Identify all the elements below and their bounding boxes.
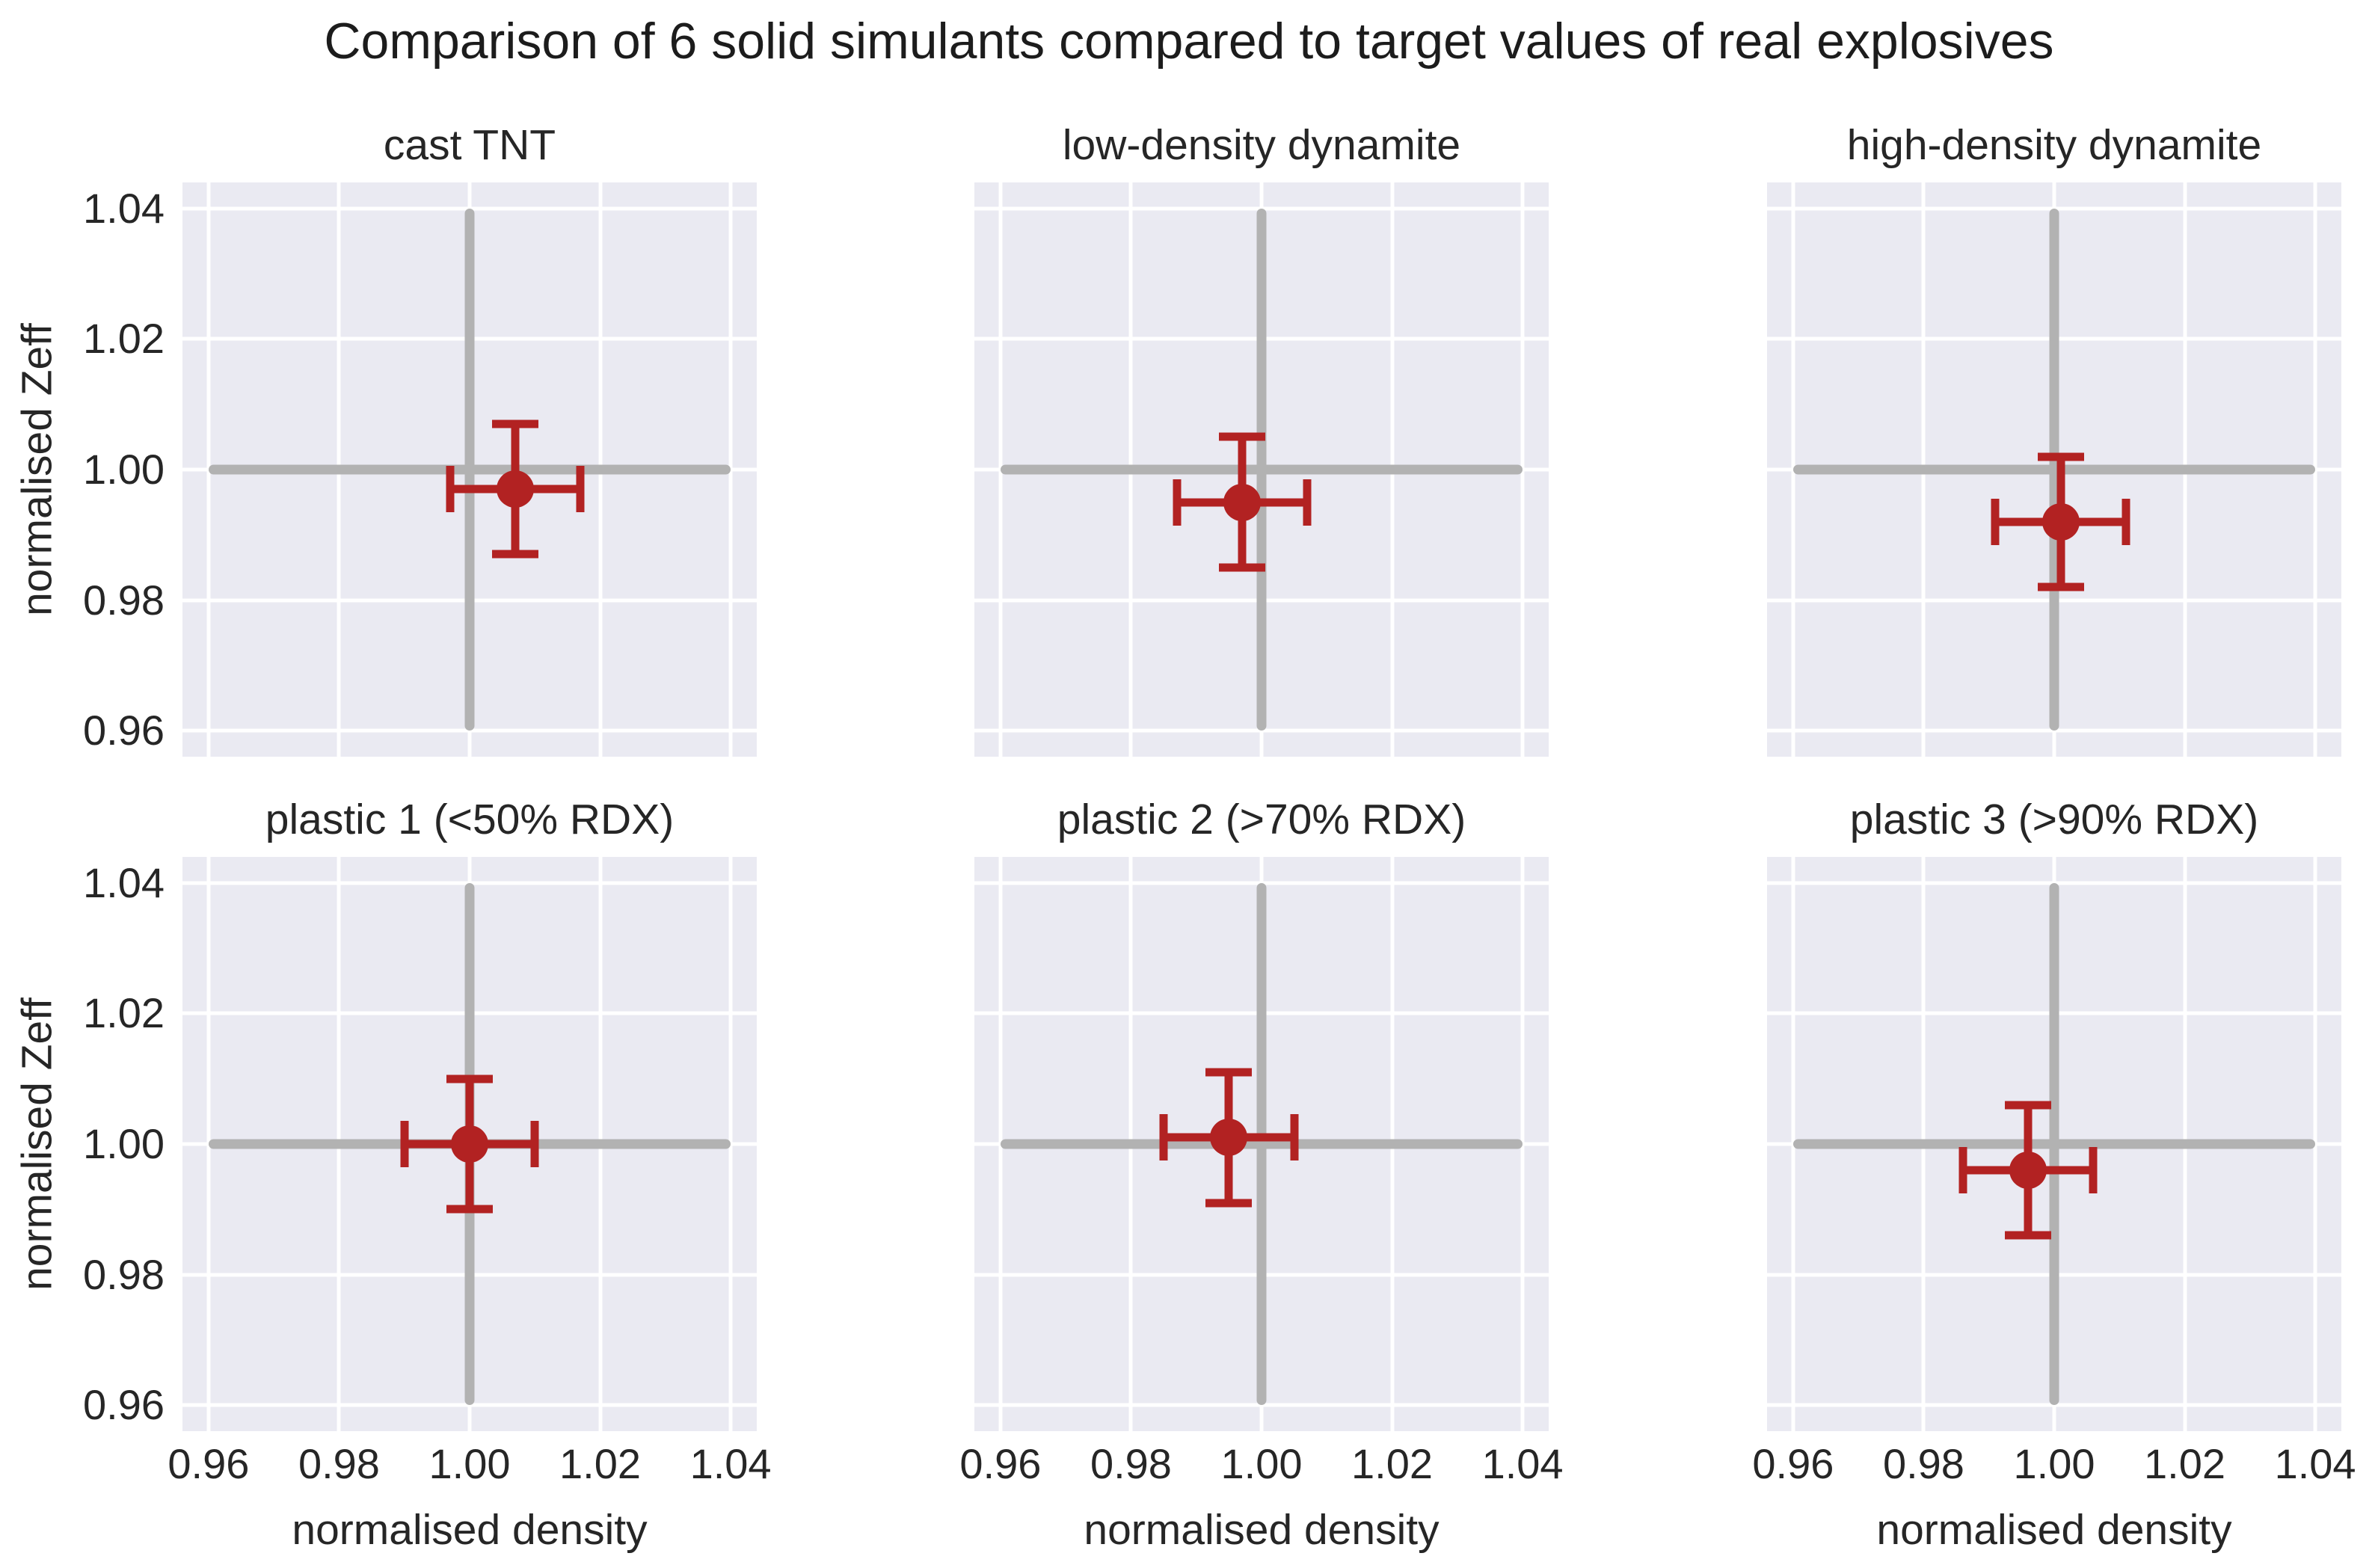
data-point-marker [451,1125,488,1163]
y-tick-label: 1.02 [83,989,165,1037]
x-tick-label: 1.00 [1220,1440,1303,1487]
x-tick-label: 0.96 [1752,1440,1834,1487]
subplot-plot-area: plastic 2 (>70% RDX) 0.96 0.98 1.00 1.02 1.04… [959,796,1563,1554]
gridline-horizontal [182,1403,757,1407]
y-error-cap-bottom [1205,1199,1253,1208]
x-axis-label: normalised density [1876,1506,2232,1554]
x-tick-label: 1.04 [1481,1440,1564,1487]
gridline-horizontal [974,728,1549,733]
x-tick-label: 0.98 [298,1440,380,1487]
x-tick-label: 1.02 [1351,1440,1434,1487]
gridline-horizontal [1767,728,2341,733]
x-error-cap-right [1290,1114,1299,1161]
subplot-title: low-density dynamite [1062,121,1461,170]
y-error-cap-top [492,419,539,428]
target-line-vertical [2049,208,2059,731]
figure-title: Comparison of 6 solid simulants compared… [324,13,2054,70]
y-error-cap-top [2005,1101,2052,1110]
data-point-marker [2009,1151,2047,1189]
y-axis-label: normalised Zeff [13,323,61,616]
x-axis-label: normalised density [1084,1506,1440,1554]
y-tick-label: 1.02 [83,315,165,363]
data-point-marker [1223,483,1261,521]
gridline-horizontal [974,1403,1549,1407]
y-error-cap-top [2037,452,2084,461]
y-tick-label: 0.96 [83,1381,165,1429]
target-line-vertical [1256,208,1267,731]
y-error-cap-bottom [492,550,539,559]
x-error-cap-right [530,1121,539,1167]
y-error-cap-bottom [2005,1231,2052,1240]
x-tick-label: 1.00 [428,1440,511,1487]
x-error-cap-right [1303,479,1312,526]
subplot-plot-area: low-density dynamite [974,121,1549,757]
x-error-cap-left [1159,1114,1168,1161]
x-tick-label: 0.96 [168,1440,250,1487]
y-tick-label: 0.98 [83,1250,165,1298]
data-point-marker [497,470,535,508]
x-error-cap-right [2122,498,2130,545]
y-axis-label: normalised Zeff [13,997,61,1291]
y-tick-label: 1.00 [83,1120,165,1167]
target-line-vertical [464,208,475,731]
x-error-cap-left [446,466,455,513]
y-tick-label: 1.04 [83,858,165,906]
x-error-cap-left [400,1121,409,1167]
data-point-marker [2041,502,2080,541]
subplot-plot-area: plastic 3 (>90% RDX) 0.96 0.98 1.00 1.02 1.04… [1752,796,2356,1554]
x-tick-label: 1.00 [2013,1440,2095,1487]
x-tick-label: 1.02 [559,1440,642,1487]
target-line-vertical [2049,882,2059,1406]
x-tick-label: 0.96 [959,1440,1042,1487]
x-tick-label: 0.98 [1882,1440,1964,1487]
x-error-cap-right [2089,1146,2098,1193]
gridline-horizontal [1767,1403,2341,1407]
subplot-plot-area: high-density dynamite [1767,121,2341,757]
data-point-marker [1210,1119,1248,1157]
y-error-cap-top [1205,1068,1253,1077]
subplot-title: plastic 2 (>70% RDX) [1057,796,1466,844]
y-tick-label: 1.04 [83,184,165,232]
y-error-cap-bottom [2037,582,2084,591]
x-tick-label: 0.98 [1090,1440,1172,1487]
y-tick-label: 0.96 [83,707,165,754]
x-error-cap-left [1958,1146,1967,1193]
x-error-cap-left [1173,479,1182,526]
y-tick-label: 0.98 [83,576,165,624]
y-error-cap-top [446,1074,493,1083]
gridline-horizontal [182,728,757,733]
x-tick-label: 1.04 [689,1440,772,1487]
subplot-title: plastic 3 (>90% RDX) [1849,796,2259,844]
subplot-plot-area: plastic 1 (<50% RDX) 0.96 0.98 1.00 1.02 1.04… [13,796,772,1554]
target-line-vertical [1256,882,1267,1406]
x-tick-label: 1.04 [2274,1440,2356,1487]
x-error-cap-right [576,466,585,513]
y-error-cap-bottom [446,1205,493,1214]
subplot-plot-area: cast TNT 0.96 0.98 1.00 1.02 1.04 normalised Z… [13,121,757,757]
subplot-title: plastic 1 (<50% RDX) [265,796,675,844]
subplot-title: cast TNT [383,121,556,170]
x-tick-label: 1.02 [2144,1440,2226,1487]
y-error-cap-bottom [1218,563,1265,572]
y-tick-label: 1.00 [83,446,165,493]
subplot-title: high-density dynamite [1846,121,2262,170]
y-error-cap-top [1218,432,1265,441]
x-axis-label: normalised density [292,1506,648,1554]
x-error-cap-left [1991,498,2000,545]
